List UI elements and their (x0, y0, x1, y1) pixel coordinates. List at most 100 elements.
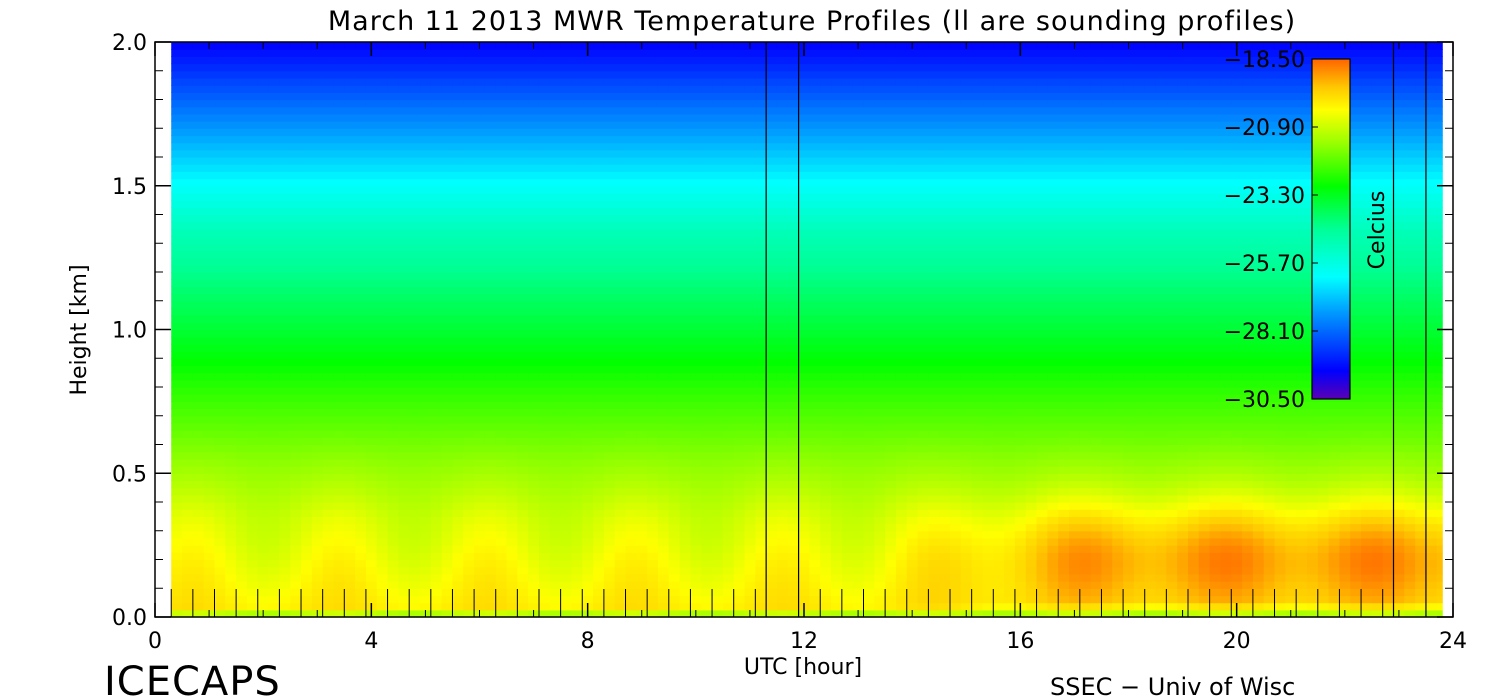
heatmap-cell (831, 487, 843, 496)
heatmap-cell (203, 595, 216, 604)
heatmap-cell (831, 595, 843, 604)
heatmap-cell (506, 379, 518, 388)
heatmap-cell (387, 322, 399, 331)
heatmap-cell (733, 487, 746, 496)
heatmap-cell (657, 394, 670, 402)
heatmap-cell (690, 293, 702, 302)
heatmap-cell (214, 42, 226, 50)
heatmap-cell (398, 293, 410, 302)
heatmap-cell (776, 56, 789, 65)
heatmap-cell (744, 502, 756, 510)
heatmap-cell (744, 157, 756, 165)
heatmap-cell (506, 559, 518, 568)
heatmap-cell (538, 85, 551, 93)
heatmap-cell (279, 171, 291, 180)
heatmap-cell (701, 164, 713, 172)
heatmap-cell (441, 315, 454, 323)
heatmap-cell (712, 171, 724, 180)
heatmap-cell (246, 444, 259, 453)
heatmap-cell (171, 545, 183, 553)
heatmap-cell (290, 458, 302, 467)
heatmap-cell (560, 516, 573, 525)
heatmap-cell (484, 149, 497, 158)
heatmap-cell (636, 192, 648, 201)
heatmap-cell (787, 387, 800, 395)
heatmap-cell (701, 494, 713, 503)
heatmap-cell (593, 63, 605, 72)
heatmap-cell (636, 56, 648, 65)
heatmap-cell (182, 581, 194, 589)
heatmap-cell (365, 192, 378, 201)
heatmap-cell (311, 178, 324, 187)
heatmap-cell (636, 106, 648, 115)
heatmap-cell (365, 487, 378, 496)
heatmap-cell (322, 63, 335, 72)
heatmap-cell (744, 329, 756, 338)
heatmap-cell (603, 552, 616, 561)
heatmap-cell (733, 408, 746, 417)
heatmap-cell (192, 408, 205, 417)
heatmap-cell (701, 307, 713, 316)
heatmap-cell (787, 437, 800, 446)
heatmap-cell (831, 286, 843, 295)
heatmap-cell (690, 422, 702, 431)
heatmap-cell (225, 257, 237, 266)
heatmap-cell (517, 545, 529, 553)
heatmap-cell (517, 559, 529, 568)
heatmap-cell (452, 559, 464, 568)
heatmap-cell (355, 494, 367, 503)
heatmap-cell (798, 530, 811, 539)
heatmap-cell (171, 250, 183, 259)
heatmap-cell (755, 221, 767, 230)
heatmap-cell (701, 200, 713, 208)
heatmap-cell (776, 494, 789, 503)
heatmap-cell (409, 228, 421, 237)
heatmap-cell (474, 372, 486, 381)
heatmap-cell (214, 185, 226, 194)
heatmap-cell (365, 437, 378, 446)
heatmap-cell (712, 358, 724, 367)
heatmap-cell (441, 588, 454, 597)
heatmap-cell (528, 293, 540, 302)
heatmap-cell (744, 451, 756, 460)
heatmap-cell (192, 566, 205, 575)
heatmap-cell (214, 257, 226, 266)
heatmap-cell (701, 77, 713, 86)
heatmap-cell (311, 56, 324, 65)
heatmap-cell (365, 422, 378, 431)
heatmap-cell (268, 516, 280, 525)
heatmap-cell (387, 387, 399, 395)
heatmap-cell (452, 502, 464, 510)
heatmap-cell (582, 293, 594, 302)
heatmap-cell (820, 286, 832, 295)
heatmap-cell (538, 63, 551, 72)
heatmap-cell (538, 257, 551, 266)
heatmap-cell (279, 200, 291, 208)
heatmap-cell (787, 401, 800, 410)
heatmap-cell (733, 322, 746, 331)
heatmap-cell (257, 185, 270, 194)
heatmap-cell (192, 106, 205, 115)
heatmap-cell (301, 70, 313, 79)
heatmap-cell (463, 401, 475, 410)
heatmap-cell (560, 494, 573, 503)
heatmap-cell (593, 358, 605, 367)
heatmap-cell (549, 451, 562, 460)
heatmap-cell (668, 315, 681, 323)
heatmap-cell (636, 243, 648, 252)
heatmap-cell (809, 602, 821, 611)
heatmap-cell (625, 351, 637, 359)
heatmap-cell (409, 286, 421, 295)
heatmap-cell (398, 351, 410, 359)
heatmap-cell (679, 394, 692, 402)
heatmap-cell (712, 214, 724, 223)
heatmap-cell (766, 408, 778, 417)
heatmap-cell (376, 272, 389, 280)
heatmap-cell (192, 509, 205, 517)
heatmap-cell (701, 293, 713, 302)
heatmap-cell (636, 113, 648, 122)
heatmap-cell (463, 387, 475, 395)
heatmap-cell (409, 466, 421, 474)
heatmap-cell (809, 473, 821, 482)
heatmap-cell (214, 236, 226, 244)
